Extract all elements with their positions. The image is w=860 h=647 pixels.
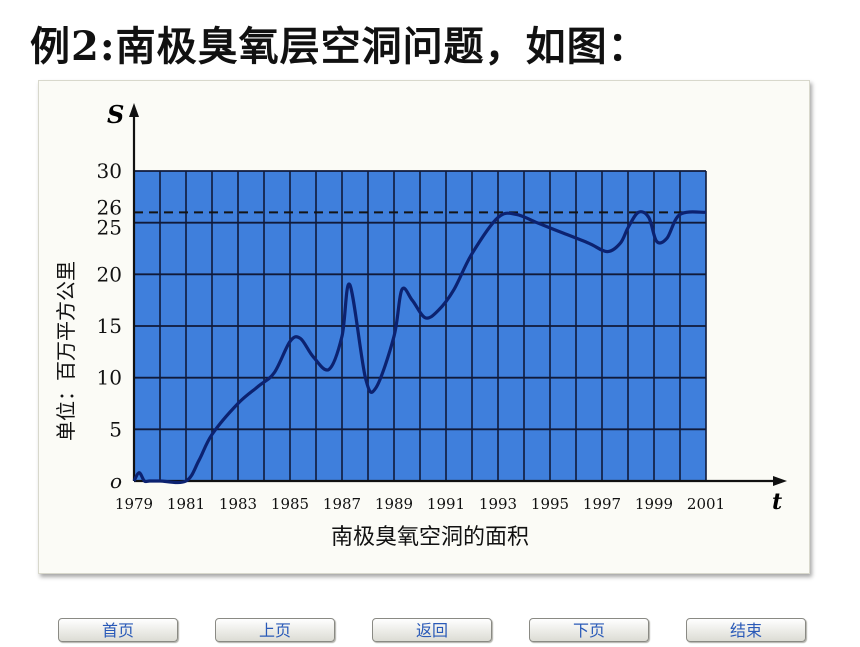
grid xyxy=(133,170,707,482)
y-tick-label: o xyxy=(110,469,122,493)
x-tick-labels: 1979 1981 1983 1985 1987 1989 1991 1993 1995 1997… xyxy=(115,495,725,513)
x-tick-label: 1985 xyxy=(271,495,309,513)
y-axis-label: 单位：百万平方公里 xyxy=(54,261,78,441)
next-page-button[interactable]: 下页 xyxy=(529,618,649,642)
end-button[interactable]: 结束 xyxy=(686,618,806,642)
chart-figure: 1979 1981 1983 1985 1987 1989 1991 1993 1995 1997… xyxy=(38,80,810,574)
x-tick-label: 1979 xyxy=(115,495,153,513)
navigation-bar: 首页 上页 返回 下页 结束 xyxy=(0,615,860,647)
x-tick-label: 1999 xyxy=(635,495,673,513)
y-tick-label: 25 xyxy=(97,216,122,240)
x-tick-label: 1995 xyxy=(531,495,569,513)
x-tick-label: 1987 xyxy=(323,495,361,513)
y-tick-label: 15 xyxy=(97,314,122,338)
axes xyxy=(129,103,787,486)
x-tick-label: 2001 xyxy=(687,495,725,513)
y-tick-label: 10 xyxy=(97,366,122,390)
ozone-hole-chart: 1979 1981 1983 1985 1987 1989 1991 1993 1995 1997… xyxy=(54,100,787,550)
home-button[interactable]: 首页 xyxy=(58,618,178,642)
y-tick-label: 20 xyxy=(97,262,122,286)
y-tick-label: 30 xyxy=(97,159,122,183)
x-tick-label: 1993 xyxy=(479,495,517,513)
x-axis-label: 南极臭氧空洞的面积 xyxy=(331,525,529,550)
x-tick-label: 1991 xyxy=(427,495,465,513)
y-tick-label: 5 xyxy=(109,417,122,441)
series-line-ozone-area xyxy=(132,210,707,485)
y-tick-label: 26 xyxy=(97,195,122,219)
x-tick-label: 1989 xyxy=(375,495,413,513)
slide-title: 例2:南极臭氧层空洞问题，如图： xyxy=(30,23,649,70)
x-axis-arrow xyxy=(773,476,787,486)
y-axis-symbol: S xyxy=(107,100,124,129)
x-tick-label: 1997 xyxy=(583,495,621,513)
back-button[interactable]: 返回 xyxy=(372,618,492,642)
x-tick-label: 1981 xyxy=(167,495,205,513)
x-axis-symbol: t xyxy=(772,489,782,515)
x-tick-label: 1983 xyxy=(219,495,257,513)
y-axis-arrow xyxy=(129,103,139,117)
previous-page-button[interactable]: 上页 xyxy=(215,618,335,642)
